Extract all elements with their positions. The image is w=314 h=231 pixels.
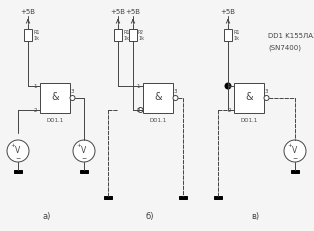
Text: R1: R1 — [33, 30, 40, 36]
Text: в): в) — [251, 212, 259, 221]
Bar — [143, 83, 173, 113]
Text: R1: R1 — [233, 30, 240, 36]
Bar — [291, 170, 299, 173]
Text: +5B: +5B — [111, 9, 126, 15]
Text: 1: 1 — [137, 83, 140, 88]
Text: 1k: 1k — [233, 36, 239, 40]
Text: 3: 3 — [70, 89, 74, 94]
Text: +: + — [288, 143, 292, 148]
Text: V: V — [15, 146, 21, 155]
Bar — [224, 29, 232, 41]
Text: +5B: +5B — [220, 9, 236, 15]
Text: 3: 3 — [264, 89, 268, 94]
Bar — [24, 29, 32, 41]
Circle shape — [225, 83, 231, 89]
Text: &: & — [154, 92, 162, 102]
Text: a): a) — [43, 212, 51, 221]
Circle shape — [264, 95, 269, 100]
Circle shape — [284, 140, 306, 162]
Text: −: − — [15, 155, 21, 160]
Text: P2: P2 — [138, 30, 144, 36]
Bar — [234, 83, 264, 113]
Text: б): б) — [146, 212, 154, 221]
Text: 2: 2 — [34, 107, 37, 112]
Bar — [114, 29, 122, 41]
Bar — [40, 83, 70, 113]
Text: −: − — [81, 155, 87, 160]
Bar — [80, 170, 88, 173]
Circle shape — [173, 95, 178, 100]
Text: +5B: +5B — [126, 9, 140, 15]
Circle shape — [138, 107, 143, 112]
Text: 2: 2 — [137, 107, 140, 112]
Text: 1: 1 — [34, 83, 37, 88]
Text: 1k: 1k — [138, 36, 144, 40]
Text: 1k: 1k — [123, 36, 129, 40]
Circle shape — [73, 140, 95, 162]
Text: 3: 3 — [173, 89, 177, 94]
Circle shape — [70, 95, 75, 100]
Text: 2: 2 — [228, 107, 231, 112]
Bar — [214, 196, 222, 198]
Text: R1: R1 — [123, 30, 129, 36]
Text: 1: 1 — [228, 83, 231, 88]
Bar — [14, 170, 22, 173]
Text: +5B: +5B — [20, 9, 35, 15]
Bar — [104, 196, 112, 198]
Text: +: + — [11, 143, 15, 148]
Text: DD1.1: DD1.1 — [149, 118, 167, 123]
Text: V: V — [81, 146, 87, 155]
Text: (SN7400): (SN7400) — [268, 45, 301, 51]
Text: DD1.1: DD1.1 — [241, 118, 257, 123]
Text: DD1 K155ЛА3: DD1 K155ЛА3 — [268, 33, 314, 39]
Circle shape — [7, 140, 29, 162]
Text: 1k: 1k — [33, 36, 39, 40]
Text: &: & — [245, 92, 253, 102]
Text: &: & — [51, 92, 59, 102]
Text: −: − — [292, 155, 298, 160]
Bar — [129, 29, 137, 41]
Text: DD1.1: DD1.1 — [46, 118, 64, 123]
Text: V: V — [292, 146, 298, 155]
Bar — [179, 196, 187, 198]
Text: +: + — [77, 143, 81, 148]
